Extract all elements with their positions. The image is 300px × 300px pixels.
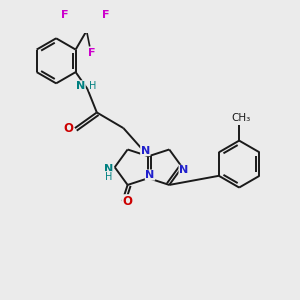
Text: N: N — [76, 81, 85, 91]
Text: O: O — [122, 195, 132, 208]
Text: F: F — [88, 48, 95, 58]
Text: N: N — [146, 170, 154, 180]
Text: F: F — [102, 10, 109, 20]
Text: CH₃: CH₃ — [231, 113, 250, 123]
Text: N: N — [141, 146, 150, 156]
Text: F: F — [61, 10, 68, 20]
Text: O: O — [63, 122, 73, 135]
Text: N: N — [179, 165, 188, 175]
Text: N: N — [104, 164, 113, 174]
Text: H: H — [89, 81, 97, 91]
Text: H: H — [105, 172, 112, 182]
